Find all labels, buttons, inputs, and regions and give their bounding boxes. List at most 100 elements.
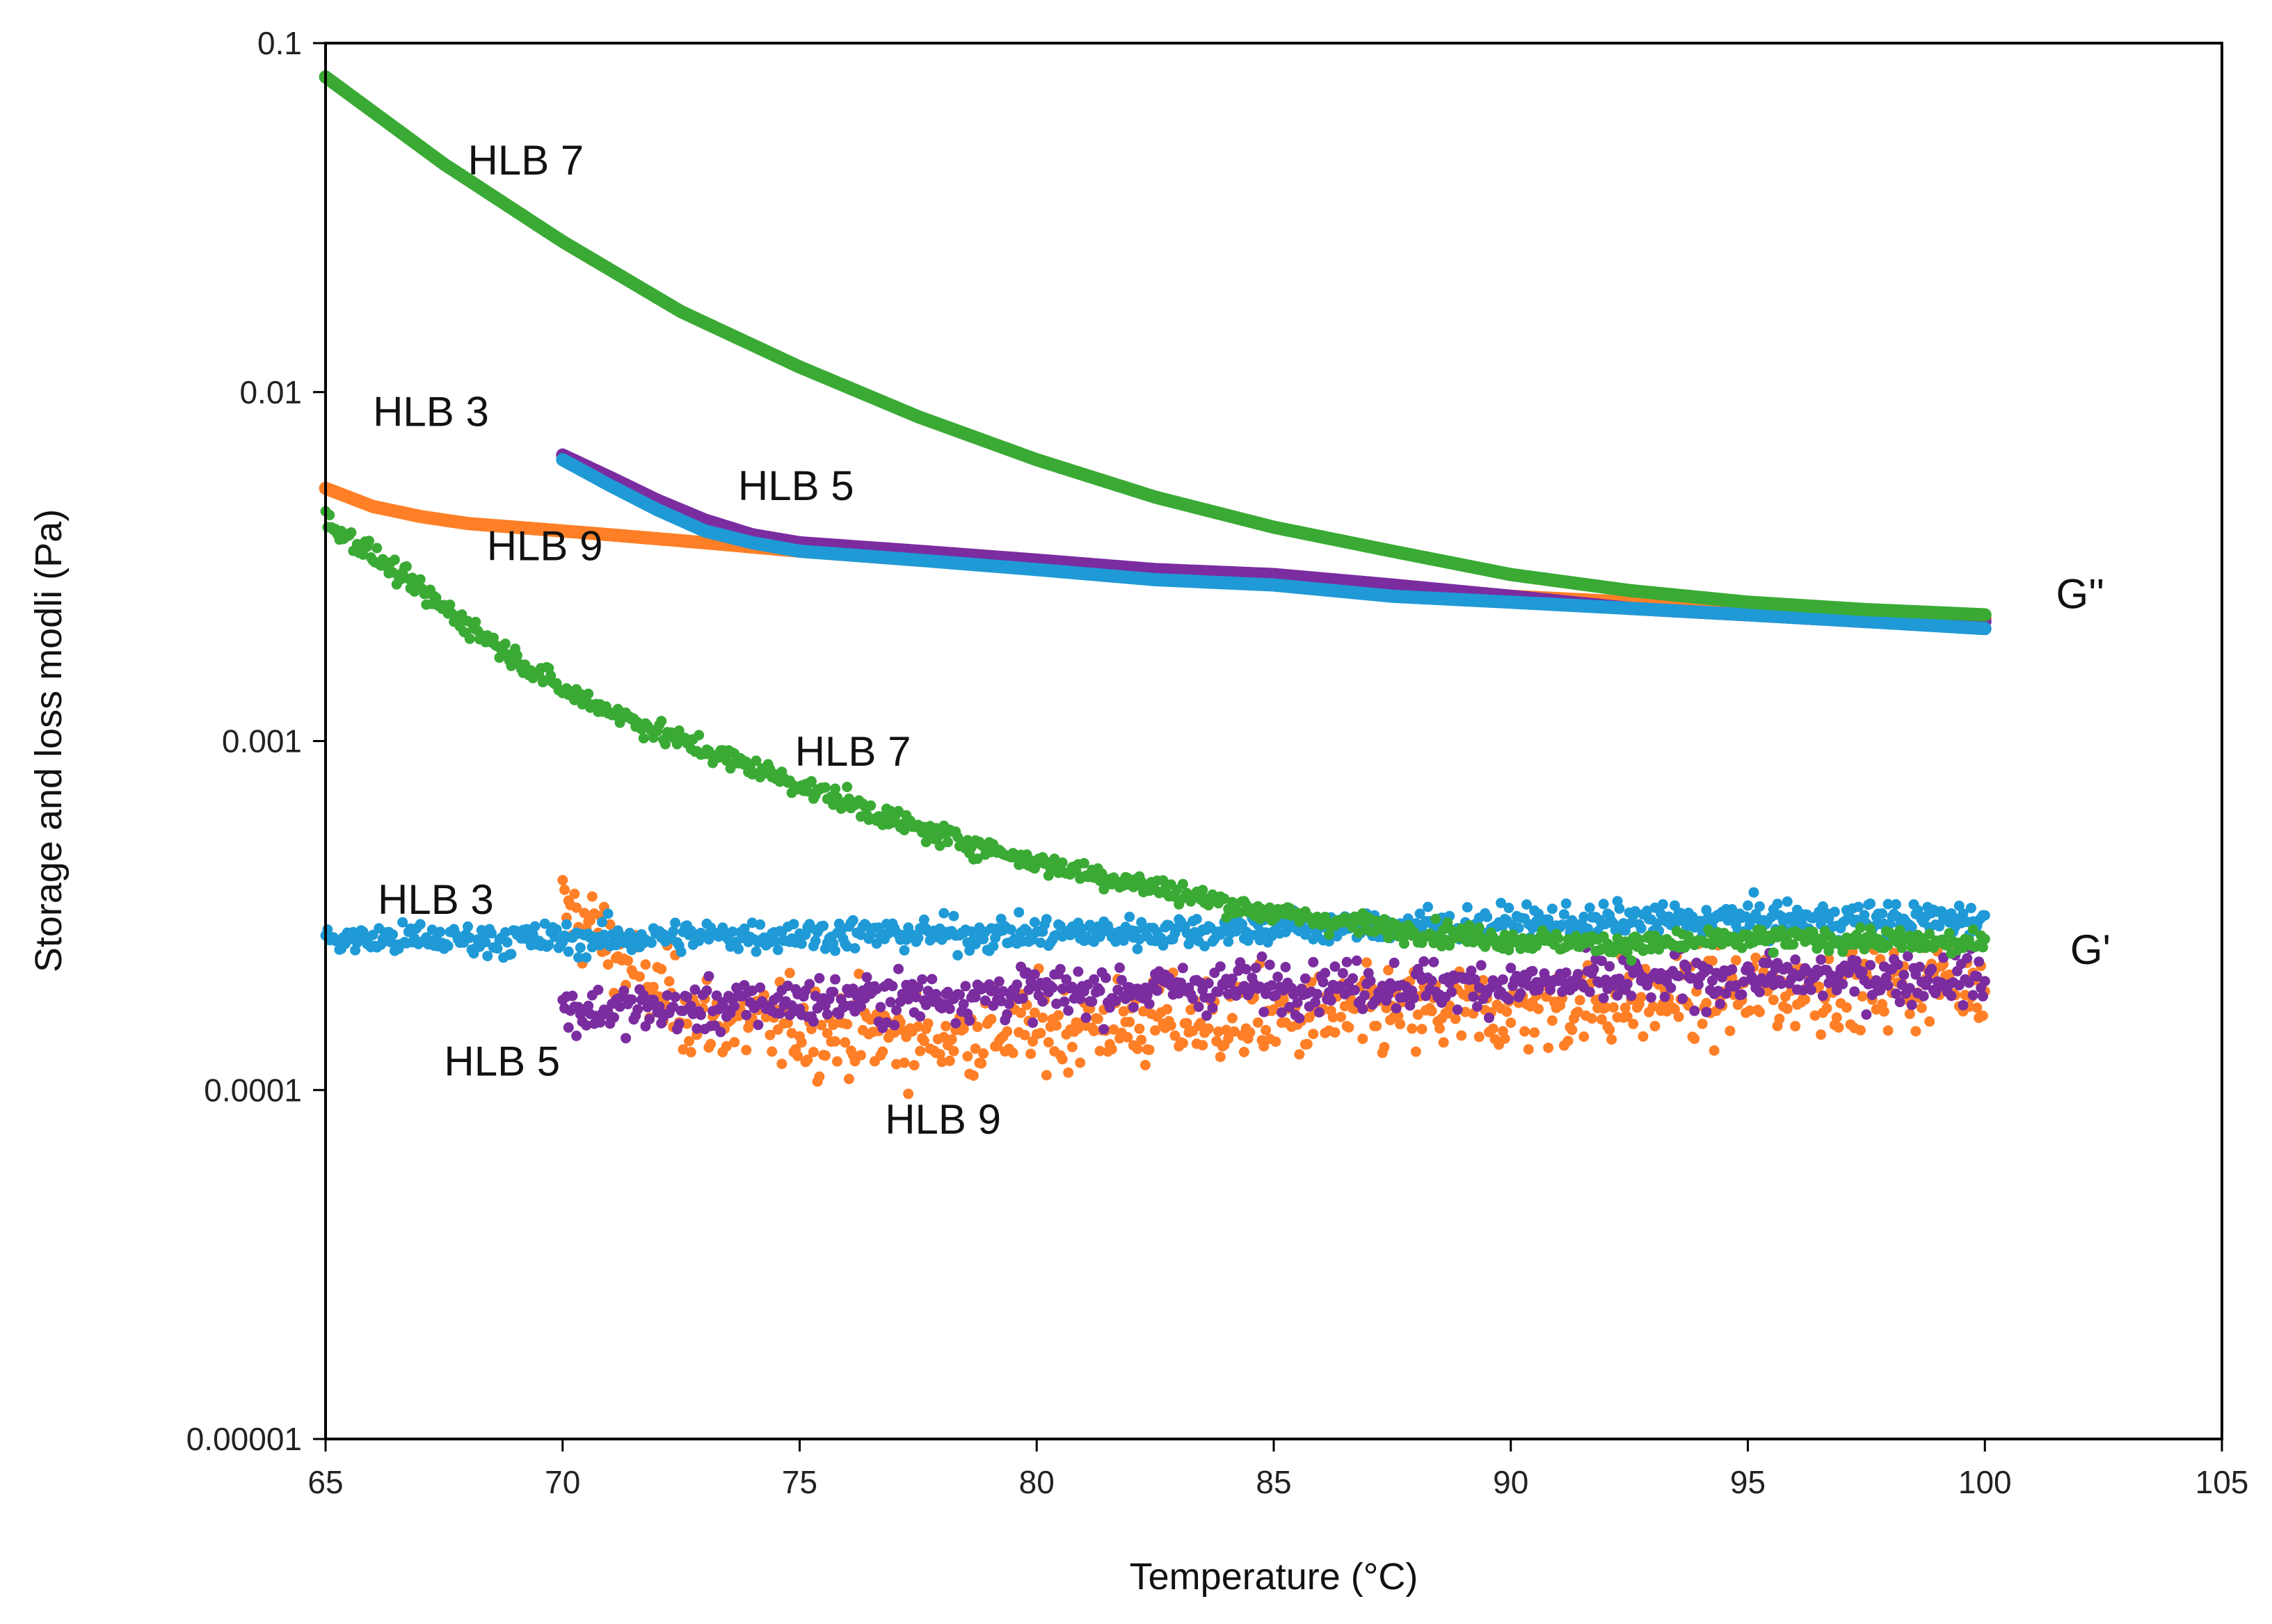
data-point: [1562, 1036, 1574, 1047]
data-point: [1270, 1036, 1281, 1047]
data-point: [656, 963, 667, 974]
data-point: [1790, 1020, 1801, 1031]
data-point: [1673, 1011, 1684, 1022]
data-point: [648, 981, 659, 992]
data-point: [1379, 1042, 1390, 1053]
data-point: [1821, 1003, 1832, 1014]
data-point: [1002, 1026, 1013, 1037]
data-point: [1501, 1006, 1512, 1018]
data-point: [1689, 1034, 1700, 1045]
data-point: [609, 1012, 620, 1023]
data-point: [1638, 1031, 1649, 1042]
data-point: [1977, 1011, 1988, 1021]
data-point: [1697, 1018, 1708, 1029]
data-point: [1252, 1017, 1263, 1028]
data-point: [644, 1013, 655, 1024]
data-point: [993, 976, 1005, 987]
data-point: [685, 1047, 696, 1058]
data-point: [1177, 1038, 1188, 1049]
data-point: [1473, 1031, 1485, 1043]
data-point: [814, 1071, 825, 1082]
data-point: [559, 884, 570, 895]
data-point: [927, 974, 938, 985]
data-point: [954, 989, 965, 1000]
data-point: [1904, 1008, 1915, 1020]
data-point: [1701, 997, 1712, 1008]
series-layer: [319, 70, 1992, 1100]
data-point: [1215, 961, 1226, 972]
data-point: [1037, 996, 1048, 1007]
data-point: [1410, 1046, 1421, 1057]
data-point: [1002, 1008, 1013, 1020]
data-point: [670, 992, 681, 1002]
data-point: [1215, 1052, 1226, 1063]
data-point: [1543, 1043, 1554, 1054]
data-point: [1035, 1027, 1046, 1038]
data-point: [1025, 1048, 1037, 1059]
data-point: [705, 1038, 717, 1050]
data-point: [887, 981, 898, 992]
data-point: [1055, 964, 1066, 974]
data-point: [877, 1046, 888, 1057]
data-point: [1606, 1034, 1617, 1045]
data-point: [1087, 996, 1098, 1007]
data-point: [703, 971, 714, 982]
data-point: [922, 1018, 934, 1029]
data-point: [1092, 1013, 1103, 1024]
data-point: [1128, 1002, 1139, 1013]
data-point: [1487, 1023, 1498, 1034]
data-point: [832, 1056, 842, 1067]
data-point: [889, 1020, 900, 1031]
data-point: [1774, 1013, 1785, 1024]
data-point: [1017, 993, 1028, 1004]
data-point: [1101, 972, 1112, 983]
data-point: [1831, 1012, 1842, 1023]
data-point: [856, 1050, 866, 1061]
data-point: [563, 1022, 574, 1033]
data-point: [1053, 1010, 1064, 1021]
data-point: [673, 1018, 685, 1029]
data-point: [1011, 979, 1023, 990]
data-point: [944, 1004, 955, 1014]
data-point: [1162, 1004, 1173, 1015]
data-point: [632, 1004, 643, 1015]
data-point: [1567, 1024, 1578, 1036]
data-point: [1302, 1038, 1313, 1050]
data-point: [1882, 1025, 1894, 1036]
data-point: [1073, 966, 1084, 977]
data-point: [1357, 1034, 1368, 1045]
data-point: [1165, 1020, 1176, 1031]
data-point: [960, 981, 971, 992]
data-point: [1725, 1025, 1736, 1036]
data-point: [571, 1030, 582, 1041]
data-point: [1709, 1045, 1720, 1056]
series-hlb-3-g-: [556, 453, 1992, 636]
data-point: [1523, 1044, 1534, 1055]
data-point: [1226, 1013, 1238, 1024]
data-point: [842, 1019, 853, 1030]
data-point: [1574, 995, 1585, 1006]
data-point: [804, 979, 815, 990]
data-point: [861, 972, 872, 983]
data-point: [915, 1011, 926, 1022]
data-point: [1768, 995, 1779, 1006]
data-point: [1910, 1026, 1921, 1037]
data-point: [909, 1060, 920, 1071]
data-point: [1608, 1002, 1619, 1013]
data-point: [1505, 1018, 1517, 1028]
data-point: [915, 1045, 926, 1056]
data-point: [814, 973, 825, 983]
data-point: [964, 1015, 975, 1026]
data-point: [593, 984, 604, 995]
data-point: [1434, 1023, 1445, 1034]
series-hlb-7-g-: [319, 70, 1992, 622]
data-point: [1080, 1012, 1091, 1023]
data-point: [640, 959, 651, 970]
data-point: [715, 1027, 726, 1038]
data-point: [1238, 1047, 1249, 1058]
data-point: [1203, 978, 1214, 989]
data-point: [978, 1048, 989, 1059]
data-point: [1258, 1006, 1270, 1018]
